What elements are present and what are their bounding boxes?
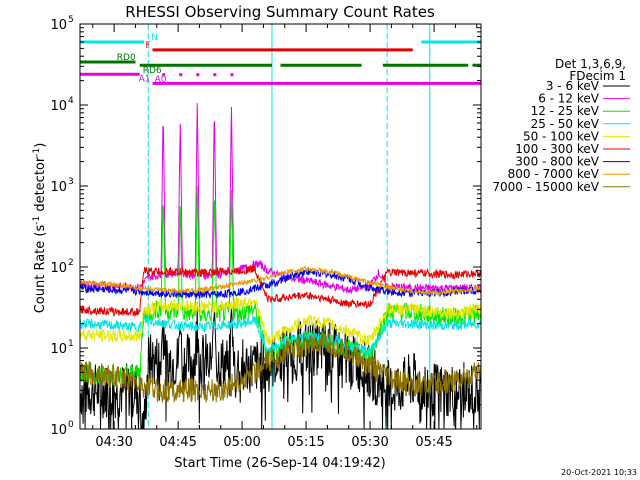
y-tick-label: 10 (50, 423, 67, 438)
legend-entry-0: 3 - 6 keV (546, 79, 600, 93)
legend-entry-5: 100 - 300 keV (515, 142, 599, 156)
y-tick-label: 10 (50, 18, 67, 33)
x-tick-label: 04:45 (159, 435, 196, 450)
state-bar-label-F: F (145, 41, 150, 51)
series-line-4 (80, 296, 481, 346)
series-line-7 (80, 265, 481, 297)
y-tick-exponent: 0 (68, 420, 74, 430)
x-tick-label: 04:30 (95, 435, 132, 450)
y-tick-exponent: 3 (68, 177, 74, 187)
attenuator-dot-3 (213, 73, 217, 77)
y-tick-label: 10 (50, 99, 67, 114)
legend-entry-1: 6 - 12 keV (538, 92, 600, 106)
legend-entry-3: 25 - 50 keV (531, 117, 600, 131)
y-tick-exponent: 5 (68, 15, 74, 25)
attenuator-dot-1 (179, 73, 183, 77)
state-bar-label-RD0: RD0 (117, 53, 136, 63)
legend-entry-2: 12 - 25 keV (531, 104, 600, 118)
attenuator-dot-0 (162, 73, 166, 77)
state-bar-label-A0: A0 (155, 75, 167, 85)
legend-header-1: FDecim 1 (569, 69, 626, 83)
y-tick-exponent: 4 (68, 96, 74, 106)
x-axis: 04:30 04:45 05:00 05:15 05:30 05:45 (92, 24, 478, 450)
x-tick-label: 05:00 (223, 435, 260, 450)
state-bar-label-A1: A1 (139, 74, 151, 84)
y-tick-label: 10 (50, 180, 67, 195)
chart-title: RHESSI Observing Summary Count Rates (125, 3, 435, 21)
attenuator-dot-2 (196, 73, 200, 77)
series-line-8 (80, 330, 481, 404)
series-lines (80, 102, 481, 429)
legend-header-0: Det 1,3,6,9, (555, 57, 626, 71)
state-bar-label-N: N (151, 33, 158, 43)
legend-entry-7: 800 - 7000 keV (508, 167, 600, 181)
series-line-1 (80, 102, 481, 295)
x-tick-label: 05:15 (287, 435, 324, 450)
y-tick-exponent: 2 (68, 258, 74, 268)
attenuator-dot-4 (230, 73, 234, 77)
x-tick-label: 05:30 (351, 435, 388, 450)
x-tick-label: 05:45 (415, 435, 452, 450)
y-tick-label: 10 (50, 342, 67, 357)
legend-entry-6: 300 - 800 keV (515, 155, 599, 169)
series-line-5 (80, 264, 481, 318)
y-axis-label: Count Rate (s-1 detector-1) (32, 143, 48, 314)
legend-entry-4: 50 - 100 keV (523, 129, 600, 143)
x-axis-label: Start Time (26-Sep-14 04:19:42) (174, 456, 385, 471)
legend-entry-8: 7000 - 15000 keV (492, 180, 599, 194)
footer-date: 20-Oct-2021 10:33 (561, 468, 637, 477)
state-bar-label-RD6: RD6 (143, 66, 162, 76)
series-line-3 (80, 315, 481, 356)
y-tick-label: 10 (50, 261, 67, 276)
y-tick-exponent: 1 (68, 339, 74, 349)
plot-frame (79, 23, 482, 430)
